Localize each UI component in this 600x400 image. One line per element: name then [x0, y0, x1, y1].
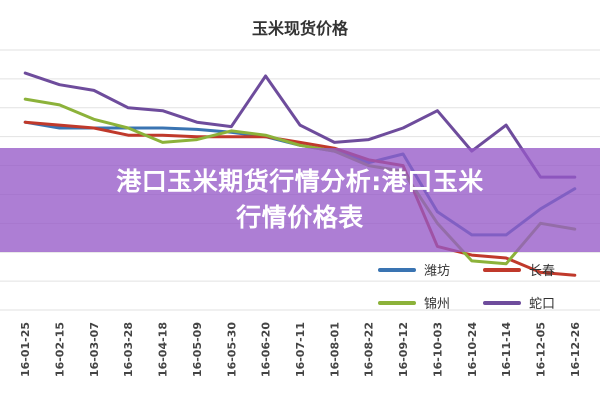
x-tick-label: 16-09-12 — [397, 322, 410, 377]
series-line — [23, 71, 577, 179]
x-tick-label: 16-06-20 — [260, 322, 273, 377]
x-tick-label: 16-02-15 — [54, 322, 67, 377]
x-tick-label: 16-03-28 — [122, 322, 135, 377]
x-tick-label: 16-08-22 — [363, 322, 376, 377]
x-tick-label: 16-10-24 — [466, 322, 479, 377]
x-tick-label: 16-05-30 — [225, 322, 238, 377]
x-tick-label: 16-11-14 — [500, 322, 513, 377]
banner-title-line-1: 港口玉米期货行情分析:港口玉米 — [116, 167, 484, 196]
x-tick-label: 16-04-18 — [157, 322, 170, 377]
chart-title: 玉米现货价格 — [252, 19, 349, 38]
banner-title-line-2: 行情价格表 — [236, 203, 364, 232]
title-banner: 港口玉米期货行情分析:港口玉米 行情价格表 — [0, 148, 600, 252]
x-tick-label: 16-07-11 — [294, 322, 307, 377]
banner-title: 港口玉米期货行情分析:港口玉米 行情价格表 — [60, 164, 540, 236]
x-axis-tick-labels: 16-01-25 16-02-15 16-03-07 16-03-28 16-04-18… — [19, 322, 582, 377]
x-tick-label: 16-01-25 — [19, 322, 32, 377]
series-line — [23, 120, 577, 277]
x-tick-label: 16-12-26 — [569, 322, 582, 377]
legend-label: 潍坊 — [424, 264, 450, 279]
legend-label: 长春 — [529, 264, 555, 279]
x-tick-label: 16-05-09 — [191, 322, 204, 377]
legend-label: 蛇口 — [529, 297, 555, 312]
legend-label: 锦州 — [424, 297, 450, 312]
x-tick-label: 16-03-07 — [88, 322, 101, 377]
series-line — [23, 97, 577, 266]
x-tick-label: 16-10-03 — [431, 322, 444, 377]
x-tick-label: 16-08-01 — [328, 322, 341, 377]
x-tick-label: 16-12-05 — [534, 322, 547, 377]
